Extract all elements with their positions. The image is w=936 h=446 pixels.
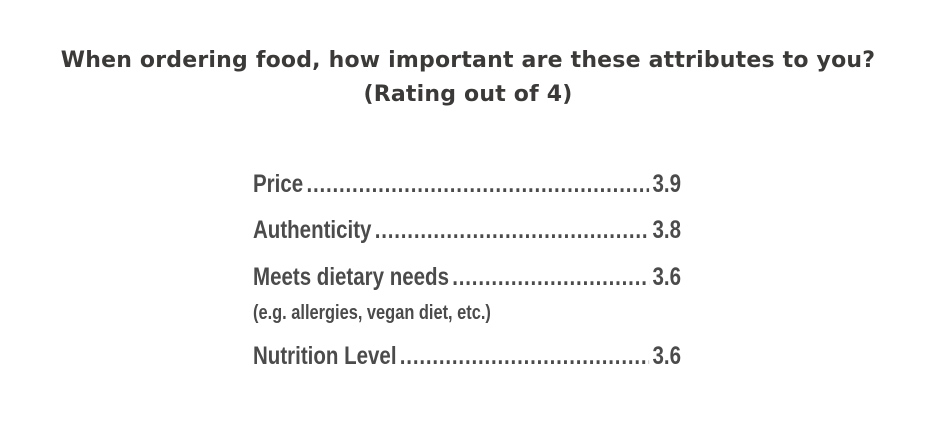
rating-row-nutrition-level: Nutrition Level ........................… bbox=[253, 342, 681, 371]
rating-label: Authenticity bbox=[253, 216, 372, 244]
chart-title-line-2: (Rating out of 4) bbox=[363, 82, 573, 107]
rating-note: (e.g. allergies, vegan diet, etc.) bbox=[253, 302, 491, 324]
leader-dots: ........................................… bbox=[452, 263, 649, 291]
leader-dots: ........................................… bbox=[399, 342, 649, 370]
chart-title: When ordering food, how important are th… bbox=[0, 44, 936, 112]
rating-value: 3.9 bbox=[652, 170, 682, 198]
leader-dots: ........................................… bbox=[306, 170, 649, 198]
rating-label: Nutrition Level bbox=[253, 342, 397, 370]
rating-row-dietary-needs: Meets dietary needs ....................… bbox=[253, 263, 681, 292]
chart-title-line-1: When ordering food, how important are th… bbox=[60, 48, 876, 73]
rating-row-authenticity: Authenticity ...........................… bbox=[253, 216, 681, 245]
rating-label: Meets dietary needs bbox=[253, 263, 449, 291]
rating-value: 3.6 bbox=[652, 263, 682, 291]
rating-value: 3.6 bbox=[652, 342, 682, 370]
leader-dots: ........................................… bbox=[374, 216, 650, 244]
rating-label: Price bbox=[253, 170, 304, 198]
rating-row-price: Price ..................................… bbox=[253, 170, 681, 199]
rating-value: 3.8 bbox=[652, 216, 682, 244]
